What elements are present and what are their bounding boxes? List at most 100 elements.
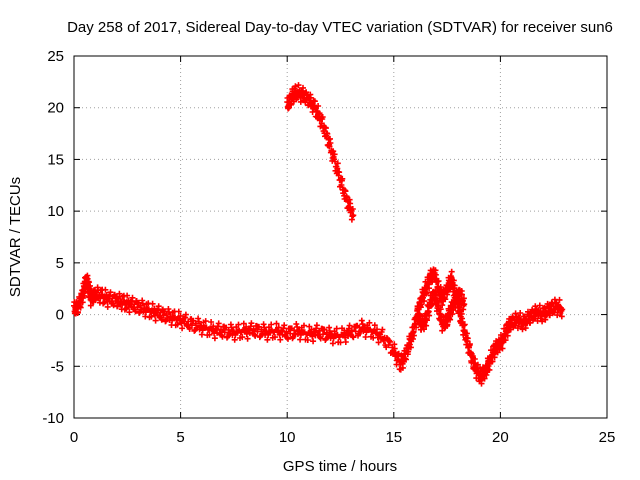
data-point — [153, 310, 157, 315]
y-tick-label: 25 — [47, 48, 64, 65]
data-point — [351, 213, 355, 217]
data-point — [221, 329, 225, 333]
series-segment — [414, 286, 468, 334]
data-point — [200, 325, 204, 329]
data-point — [144, 307, 149, 311]
y-tick-label: 0 — [56, 307, 64, 324]
data-point — [437, 287, 441, 291]
data-point — [492, 349, 496, 353]
x-tick-label: 20 — [492, 429, 509, 446]
data-point — [285, 331, 289, 335]
data-point — [264, 330, 268, 334]
data-point — [424, 318, 428, 322]
data-point — [462, 302, 466, 306]
data-point — [338, 334, 343, 338]
x-tick-labels: 0 5 10 15 20 25 — [70, 429, 616, 446]
data-point — [522, 321, 526, 325]
data-point — [398, 362, 402, 366]
data-point — [402, 356, 407, 360]
data-point — [432, 271, 436, 275]
data-point — [121, 300, 125, 304]
chart-title: Day 258 of 2017, Sidereal Day-to-day VTE… — [67, 19, 613, 36]
data-point — [488, 359, 492, 363]
data-point — [332, 157, 336, 161]
data-point — [345, 199, 349, 203]
data-point — [547, 307, 552, 311]
data-point — [445, 287, 449, 291]
data-point — [554, 304, 558, 308]
data-point — [306, 332, 311, 336]
data-point — [189, 322, 193, 326]
data-point — [505, 328, 509, 332]
data-point — [338, 178, 343, 182]
data-point — [253, 328, 257, 332]
data-point — [483, 369, 488, 374]
series-segment — [71, 266, 566, 387]
data-point — [115, 298, 119, 302]
grid — [74, 56, 607, 418]
data-point — [428, 276, 432, 280]
data-point — [458, 292, 462, 296]
y-tick-label: 10 — [47, 203, 64, 220]
y-axis-label: SDTVAR / TECUs — [7, 177, 24, 297]
data-point — [127, 302, 131, 306]
data-point — [560, 307, 564, 311]
data-point — [415, 313, 419, 317]
data-point — [432, 292, 436, 296]
y-tick-label: 20 — [47, 100, 64, 117]
data-point — [328, 333, 332, 337]
data-point — [441, 323, 445, 327]
data-point — [349, 330, 353, 334]
data-point — [496, 344, 500, 348]
data-point — [509, 321, 513, 325]
plot-frame — [73, 55, 608, 419]
data-point — [360, 326, 364, 330]
data-point — [541, 313, 545, 317]
data-point — [449, 276, 453, 280]
data-point — [170, 316, 174, 320]
data-point — [437, 307, 441, 311]
data-point — [89, 297, 93, 301]
data-point — [419, 297, 424, 301]
x-axis-label: GPS time / hours — [283, 458, 397, 475]
data-point — [381, 335, 385, 339]
data-point — [285, 104, 289, 108]
x-tick-label: 15 — [385, 429, 402, 446]
data-point — [72, 307, 76, 311]
data-point — [528, 315, 532, 319]
data-point — [85, 278, 89, 282]
data-point — [392, 349, 396, 353]
data-point — [407, 344, 411, 348]
data-point-markers — [414, 286, 468, 334]
y-tick-label: 15 — [47, 151, 64, 168]
data-series — [71, 82, 566, 387]
data-point — [317, 330, 321, 334]
data-point — [370, 329, 375, 333]
data-point — [500, 338, 505, 342]
data-point — [449, 307, 453, 311]
data-point — [211, 328, 215, 332]
data-point — [300, 92, 304, 96]
y-tick-labels: -10 -5 0 5 10 15 20 25 — [42, 48, 64, 427]
data-point — [100, 294, 104, 298]
series-segment — [284, 82, 357, 223]
data-point — [296, 329, 300, 333]
data-point — [87, 287, 91, 291]
data-point — [454, 297, 458, 301]
data-point — [274, 329, 279, 333]
data-point — [515, 318, 520, 322]
data-point — [76, 304, 80, 308]
data-point — [294, 90, 298, 94]
data-point — [313, 106, 317, 110]
data-point — [289, 95, 294, 99]
data-point — [428, 302, 432, 306]
data-point — [424, 287, 428, 291]
data-point — [136, 304, 140, 308]
data-point — [93, 292, 97, 296]
x-tick-label: 0 — [70, 429, 78, 446]
data-point — [83, 284, 87, 288]
data-point — [306, 97, 311, 101]
x-tick-label: 25 — [599, 429, 616, 446]
data-point-markers — [71, 266, 566, 387]
